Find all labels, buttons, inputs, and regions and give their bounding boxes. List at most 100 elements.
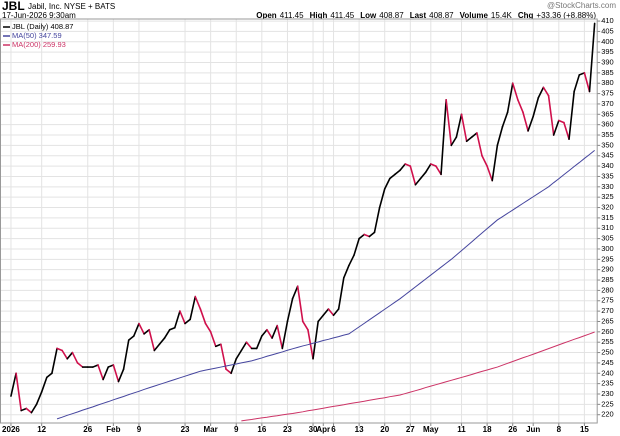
y-tick-label: 285 [601,275,614,284]
price-segment [209,331,217,348]
quote-value: 408.87 [429,11,454,20]
quote-label: Open [256,11,277,20]
plot-area [10,22,596,422]
y-tick-label: 220 [601,410,614,419]
price-segment [317,314,325,323]
price-segment [399,163,407,172]
y-tick-label: 230 [601,389,614,398]
price-segment [174,310,181,329]
price-segment [220,343,227,370]
y-tick-label: 375 [601,89,614,98]
price-segment [51,347,58,375]
price-segment [537,86,545,99]
x-tick-label: Jun [526,425,540,434]
x-tick-label: 13 [355,425,364,434]
price-segment [240,341,248,352]
quote-value: 411.45 [280,11,304,20]
quote-label: High [310,11,328,20]
price-segment [486,165,494,182]
price-segment [342,264,350,279]
price-segment [563,121,570,140]
price-segment [501,111,509,128]
y-tick-label: 300 [601,244,614,253]
quote-value: 408.87 [379,11,404,20]
price-segment [138,322,145,335]
legend-label: JBL (Daily) 408.87 [12,22,73,31]
price-segment [465,136,473,143]
price-segment [470,132,478,138]
x-tick-label: 9 [137,425,142,434]
y-tick-label: 295 [601,254,614,263]
quote-label: Last [410,11,427,20]
price-segment [373,206,381,234]
price-segment [204,322,212,333]
quote-value: 411.45 [330,11,354,20]
price-segment [476,132,483,157]
y-tick-label: 275 [601,296,614,305]
price-segment [568,90,575,140]
price-segment [143,328,150,335]
quote-label: Chg [518,11,534,20]
y-tick-label: 335 [601,171,614,180]
price-segment [153,343,161,352]
price-segment [389,173,396,180]
price-segment [214,343,222,348]
y-tick-label: 345 [601,151,614,160]
y-tick-label: 280 [601,285,614,294]
y-tick-label: 405 [601,26,614,35]
price-segment [245,341,253,350]
y-tick-label: 340 [601,161,614,170]
price-segment [511,82,519,101]
price-segment [353,237,360,256]
x-tick-label: 8 [557,425,562,434]
price-segment [557,119,565,124]
price-segment [20,407,28,412]
price-segment [261,328,268,337]
quote-date: 17-Jun-2026 9:30am [2,11,76,20]
price-segment [45,372,53,379]
x-tick-label: 2026 [2,425,20,434]
y-tick-label: 310 [601,223,614,232]
price-segment [92,364,99,368]
price-segment [30,403,38,414]
price-segment [158,337,166,346]
price-segment [532,96,540,118]
price-segment [271,324,279,339]
price-segment [404,163,412,167]
y-tick-label: 365 [601,109,614,118]
price-segment [440,99,447,176]
x-tick-label: 23 [283,425,292,434]
y-tick-label: 355 [601,130,614,139]
price-segment [517,99,524,114]
y-tick-label: 385 [601,68,614,77]
x-tick-label: Feb [106,425,120,434]
x-tick-label: 15 [580,425,589,434]
price-segment [66,351,74,360]
price-segment [112,364,120,383]
y-tick-label: 380 [601,78,614,87]
price-segment [230,357,238,375]
y-tick-label: 240 [601,368,614,377]
price-segment [276,324,284,350]
quote-label: Low [360,11,377,20]
price-segment [506,82,514,114]
company-name: Jabil, Inc. NYSE + BATS [28,2,115,11]
moving-average-line [56,149,595,420]
price-segment [496,125,504,147]
price-segment [578,72,586,76]
x-tick-label: 9 [234,425,239,434]
y-tick-label: 265 [601,316,614,325]
y-tick-label: 235 [601,379,614,388]
watermark: @StockCharts.com [547,1,616,10]
legend-label: MA(50) 347.59 [12,31,62,40]
price-segment [455,113,463,138]
price-segment [286,297,294,323]
quote-value: 15.4K [491,11,513,20]
price-segment [10,372,17,397]
price-segment [573,74,581,93]
y-tick-label: 400 [601,37,614,46]
y-tick-label: 225 [601,399,614,408]
price-segment [35,391,43,406]
price-segment [301,320,309,331]
